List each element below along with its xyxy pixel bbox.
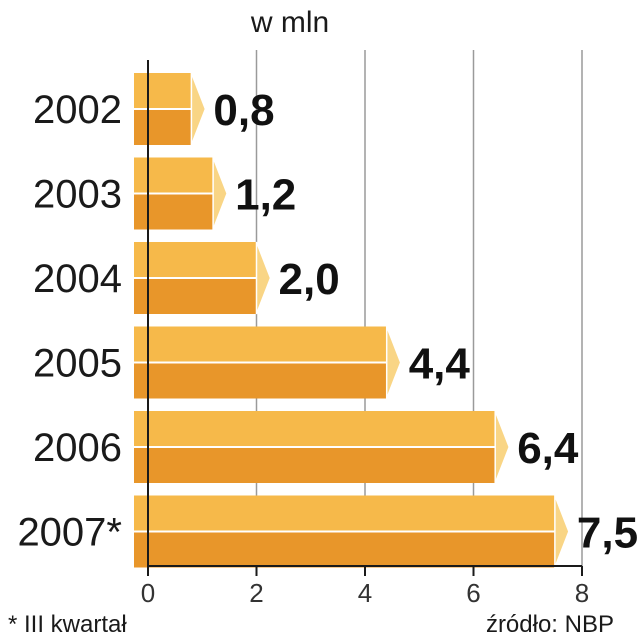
bar-end-face: [385, 326, 402, 399]
x-tick-label: 2: [249, 578, 263, 608]
bar-end-face: [255, 241, 272, 315]
bar-end-face: [212, 157, 228, 230]
data-label: 1,2: [235, 171, 296, 220]
x-axis: 0 2 4 6 8: [141, 60, 589, 608]
bar: [134, 410, 511, 484]
category-label: 2006: [33, 426, 122, 470]
bar-top-face: [134, 495, 555, 532]
bar-top-face: [134, 73, 192, 109]
category-label: 2004: [33, 257, 122, 301]
bar-end-face: [494, 410, 511, 484]
data-label: 7,5: [577, 509, 638, 558]
bar: [134, 72, 207, 146]
bar-top-face: [134, 242, 257, 278]
bars: 2002 0,8 2003 1,2 2004 2,0 2005 4,4 2006 6,4 2007*…: [17, 72, 638, 568]
x-tick-label: 4: [358, 578, 372, 608]
grid-lines: [255, 50, 583, 566]
bar-end-face: [190, 72, 207, 146]
bar-bottom-face: [134, 531, 555, 568]
bar-bottom-face: [134, 193, 214, 230]
bar-bottom-face: [134, 362, 387, 399]
source-label: źródło: NBP: [486, 611, 614, 638]
bar-top-face: [134, 157, 214, 194]
category-label: 2007*: [17, 511, 122, 555]
bar-bottom-face: [134, 109, 192, 145]
x-tick-label: 8: [575, 578, 589, 608]
bar: [134, 326, 402, 399]
data-label: 0,8: [213, 86, 274, 135]
data-label: 2,0: [279, 255, 340, 304]
data-label: 4,4: [409, 340, 471, 389]
bar-bottom-face: [134, 447, 496, 483]
x-tick-label: 6: [466, 578, 480, 608]
bar-end-face: [554, 495, 570, 568]
bar-top-face: [134, 326, 387, 363]
data-label: 6,4: [517, 424, 579, 473]
footnote: * III kwartał: [8, 611, 127, 638]
x-tick-label: 0: [141, 578, 155, 608]
category-label: 2002: [33, 88, 122, 132]
bar-top-face: [134, 411, 496, 447]
bar-bottom-face: [134, 278, 257, 314]
bar: [134, 241, 272, 315]
chart-unit-label: w mln: [250, 6, 329, 39]
bar: [134, 495, 570, 568]
category-label: 2003: [33, 173, 122, 217]
category-label: 2005: [33, 342, 122, 386]
